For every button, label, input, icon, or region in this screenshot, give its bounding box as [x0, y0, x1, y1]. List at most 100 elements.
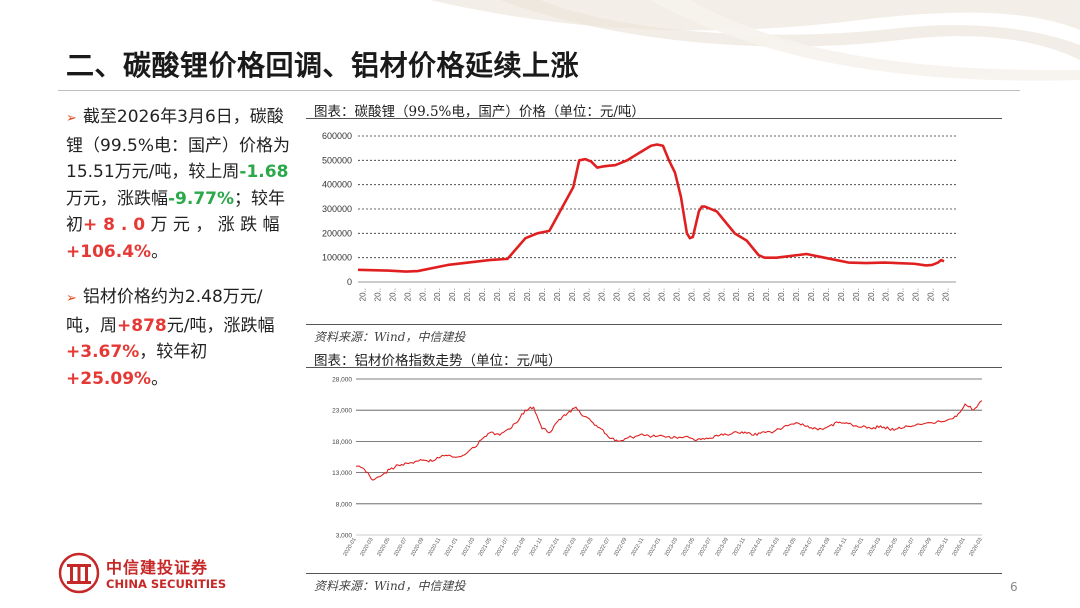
x-tick-label: 2025-05 — [884, 537, 899, 557]
x-tick-label: 20.. — [358, 288, 367, 301]
page-number: 6 — [1010, 580, 1018, 594]
lithium-price-chart: 0 100000 200000 300000 400000 500000 600000 20.… — [322, 131, 956, 301]
weekly-pct-value: -9.77% — [168, 188, 235, 209]
x-tick-label: 2023-07 — [698, 537, 713, 557]
bullet-text: ，较年初 — [139, 342, 208, 362]
chart2-source: 资料来源：Wind，中信建投 — [314, 579, 466, 593]
x-tick-label: 2025-11 — [935, 537, 950, 557]
x-tick-label: 20.. — [762, 288, 771, 301]
x-tick-label: 2021-09 — [512, 537, 527, 557]
x-tick-label: 20.. — [837, 288, 846, 301]
weekly-pct-value: +3.67% — [66, 342, 140, 362]
x-tick-label: 20.. — [912, 288, 921, 301]
x-tick-label: 2023-11 — [732, 537, 747, 557]
x-tick-label: 2024-01 — [748, 537, 763, 557]
x-tick-label: 2023-05 — [681, 537, 696, 557]
bullet-text: 万 元 ， 涨 跌 幅 — [145, 215, 280, 235]
x-tick-label: 20.. — [672, 288, 681, 301]
x-tick-label: 20.. — [553, 288, 562, 301]
x-tick-label: 20.. — [463, 288, 472, 301]
x-tick-label: 20.. — [732, 288, 741, 301]
x-tick-label: 20.. — [927, 288, 936, 301]
x-tick-label: 2021-05 — [478, 537, 493, 557]
x-tick-label: 2020-03 — [359, 537, 374, 557]
x-tick-label: 2022-07 — [596, 537, 611, 557]
bullet-text: 铝材价格约为2.48万元/吨，周 — [66, 287, 263, 336]
y-tick-label: 100000 — [322, 253, 352, 263]
x-tick-label: 20.. — [433, 288, 442, 301]
y-tick-label: 13,000 — [332, 470, 352, 477]
x-tick-label: 20.. — [702, 288, 711, 301]
x-tick-label: 2021-07 — [495, 537, 510, 557]
page-title: 二、碳酸锂价格回调、铝材价格延续上涨 — [66, 49, 580, 82]
x-tick-label: 2025-09 — [918, 537, 933, 557]
x-tick-label: 20.. — [568, 288, 577, 301]
x-tick-label: 2024-11 — [833, 537, 848, 557]
x-tick-label: 2020-05 — [376, 537, 391, 557]
chart1-source: 资料来源：Wind，中信建投 — [314, 330, 466, 344]
x-tick-label: 2025-01 — [850, 537, 865, 557]
x-tick-label: 2021-11 — [529, 537, 544, 557]
x-tick-label: 20.. — [373, 288, 382, 301]
chart2-caption: 图表：铝材价格指数走势（单位：元/吨） — [314, 353, 562, 369]
arrow-bullet-icon: ➢ — [66, 111, 77, 126]
x-tick-label: 2020-09 — [410, 537, 425, 557]
x-tick-label: 2021-03 — [461, 537, 476, 557]
x-tick-label: 2025-07 — [901, 537, 916, 557]
citic-securities-logo-icon — [58, 552, 100, 594]
bullet-text: 。 — [151, 241, 169, 262]
x-tick-label: 20.. — [882, 288, 891, 301]
bullet-text: 元/吨，涨跌幅 — [166, 315, 275, 336]
bullet-text: 。 — [151, 368, 169, 389]
x-tick-label: 2024-07 — [799, 537, 814, 557]
y-tick-label: 3,000 — [336, 533, 353, 540]
x-tick-label: 20.. — [538, 288, 547, 301]
ytd-pct-value: +106.4% — [66, 241, 152, 262]
ytd-pct-value: +25.09% — [66, 368, 152, 389]
arrow-bullet-icon: ➢ — [66, 291, 77, 306]
x-tick-label: 20.. — [777, 288, 786, 301]
company-name-en: CHINA SECURITIES — [106, 577, 227, 591]
y-tick-label: 200000 — [322, 228, 352, 238]
y-tick-label: 300000 — [322, 204, 352, 214]
x-tick-label: 2023-09 — [715, 537, 730, 557]
bullet-lithium: ➢ 截至2026年3月6日，碳酸锂（99.5%电：国产）价格为15.51万元/吨，… — [66, 104, 292, 265]
x-tick-label: 20.. — [583, 288, 592, 301]
x-tick-label: 20.. — [418, 288, 427, 301]
x-tick-label: 2025-03 — [867, 537, 882, 557]
aluminum-index-chart: 3,000 8,000 13,000 18,000 23,000 28,000 2020-0… — [332, 377, 984, 558]
header-wave-decoration — [430, 0, 1080, 81]
x-tick-label: 20.. — [613, 288, 622, 301]
y-tick-label: 0 — [347, 277, 352, 287]
y-tick-label: 23,000 — [332, 408, 352, 415]
y-tick-label: 500000 — [322, 155, 352, 165]
bullet-list: ➢ 截至2026年3月6日，碳酸锂（99.5%电：国产）价格为15.51万元/吨，… — [66, 104, 292, 392]
title-divider — [58, 90, 1020, 91]
x-tick-label: 20.. — [717, 288, 726, 301]
x-tick-label: 2023-01 — [647, 537, 662, 557]
x-tick-label: 20.. — [792, 288, 801, 301]
x-tick-label: 20.. — [852, 288, 861, 301]
series-line — [355, 400, 983, 481]
x-tick-label: 2020-01 — [342, 537, 357, 557]
y-tick-label: 600000 — [322, 131, 352, 141]
x-tick-label: 20.. — [643, 288, 652, 301]
x-tick-label: 20.. — [478, 288, 487, 301]
x-tick-label: 20.. — [448, 288, 457, 301]
x-tick-label: 2024-03 — [765, 537, 780, 557]
x-tick-label: 20.. — [523, 288, 532, 301]
bullet-text: ；较年初 — [66, 188, 286, 236]
x-tick-label: 2021-01 — [444, 537, 459, 557]
weekly-change-value: -1.68 — [239, 162, 289, 182]
x-tick-label: 20.. — [942, 288, 951, 301]
x-tick-label: 2023-03 — [664, 537, 679, 557]
x-tick-label: 2026-03 — [968, 537, 983, 557]
x-tick-label: 20.. — [687, 288, 696, 301]
chart1-caption: 图表：碳酸锂（99.5%电，国产）价格（单位：元/吨） — [314, 104, 645, 120]
x-tick-label: 20.. — [493, 288, 502, 301]
x-tick-label: 2022-05 — [579, 537, 594, 557]
y-tick-label: 28,000 — [332, 377, 352, 384]
x-tick-label: 20.. — [822, 288, 831, 301]
weekly-change-value: +878 — [117, 315, 167, 336]
series-line — [357, 143, 945, 273]
